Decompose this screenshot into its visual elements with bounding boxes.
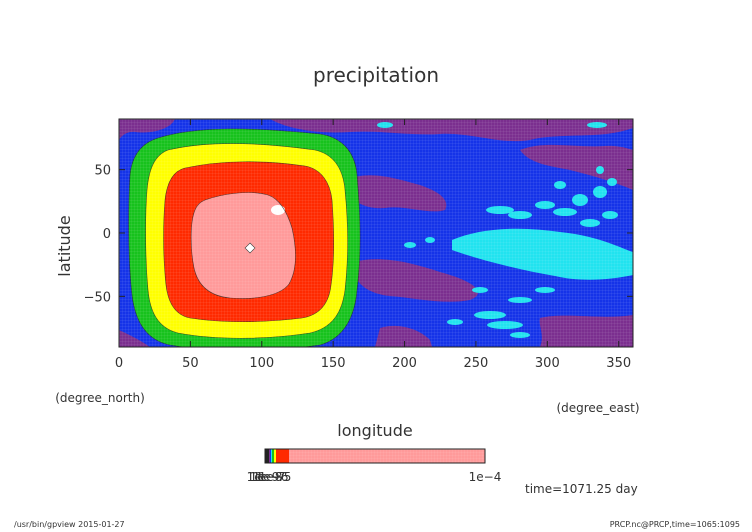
colorbar-labels: 1e−91e−81e−71e−61e−5 1e−4 xyxy=(247,470,502,484)
y-axis-label: latitude xyxy=(55,215,74,276)
colorbar-swatch xyxy=(270,449,271,463)
x-tick-label: 100 xyxy=(249,356,274,371)
colorbar-label: 1e−4 xyxy=(469,470,502,484)
colorbar-label: 1e−7 xyxy=(253,470,286,484)
x-tick-label: 300 xyxy=(535,356,560,371)
y-tick-label: 0 xyxy=(103,227,111,242)
time-annotation: time=1071.25 day xyxy=(525,482,638,496)
colorbar-label: 1e−8 xyxy=(250,470,283,484)
x-axis: 0 50 100 150 200 250 300 350 xyxy=(115,119,631,371)
x-axis-unit: (degree_east) xyxy=(556,401,639,415)
colorbar-swatch xyxy=(276,449,289,463)
colorbar-label: 1e−6 xyxy=(256,470,289,484)
colorbar-frame xyxy=(264,448,486,464)
plot-area xyxy=(119,119,633,347)
colorbar-swatch xyxy=(265,449,269,463)
y-tick-label: −50 xyxy=(84,290,111,305)
x-tick-label: 250 xyxy=(464,356,489,371)
colorbar-grid xyxy=(289,449,485,463)
y-axis-unit: (degree_north) xyxy=(55,391,145,405)
x-tick-label: 50 xyxy=(182,356,199,371)
y-axis: 50 0 −50 xyxy=(84,164,633,305)
colorbar-swatch xyxy=(274,449,276,463)
x-tick-label: 150 xyxy=(321,356,346,371)
x-tick-label: 350 xyxy=(606,356,631,371)
x-tick-label: 200 xyxy=(392,356,417,371)
chart-title: precipitation xyxy=(313,63,439,87)
y-tick-label: 50 xyxy=(94,164,111,179)
colorbar: 1e−91e−81e−71e−61e−5 1e−4 xyxy=(247,448,502,484)
colorbar-label: 1e−5 xyxy=(259,470,292,484)
colorbar-label: 1e−9 xyxy=(247,470,280,484)
colorbar-swatch xyxy=(271,449,272,463)
footer-left: /usr/bin/gpview 2015-01-27 xyxy=(14,520,125,529)
colorbar-swatch xyxy=(269,449,270,463)
colorbar-swatch xyxy=(272,449,274,463)
x-axis-label: longitude xyxy=(337,421,412,440)
footer-right: PRCP.nc@PRCP,time=1065:1095 xyxy=(610,520,740,529)
grid-overlay xyxy=(119,119,633,347)
x-tick-label: 0 xyxy=(115,356,123,371)
